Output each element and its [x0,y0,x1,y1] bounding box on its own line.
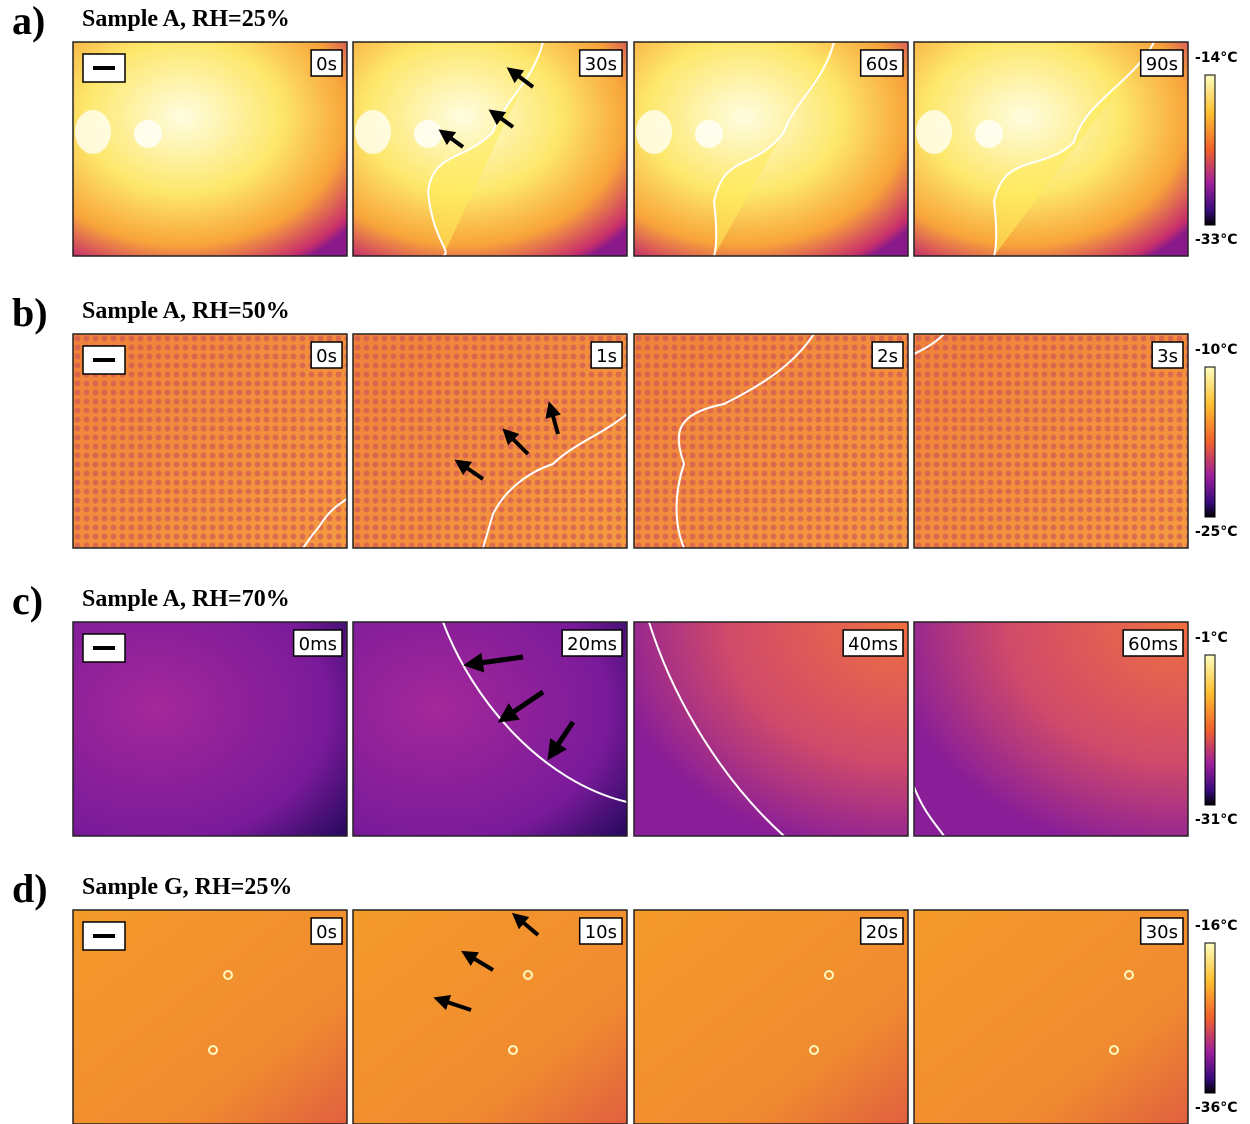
time-label: 20s [866,922,898,943]
hot-spot [75,110,111,154]
image-panel: 20s [634,910,908,1124]
time-label: 0s [316,346,337,367]
time-label: 30s [1146,922,1178,943]
time-label: 60s [866,54,898,75]
panel-label: c) [12,578,43,623]
colorbar-max: -16°C [1195,918,1238,934]
panel-label: a) [12,0,45,43]
colorbar-min: -36°C [1195,1100,1238,1116]
image-panel: 60s [634,42,908,256]
row-title: Sample A, RH=25% [82,6,290,32]
image-panel: 0s [73,910,347,1124]
time-label: 2s [877,346,898,367]
colorbar [1205,367,1215,517]
time-label: 20ms [567,634,617,655]
time-label: 3s [1157,346,1178,367]
time-label: 30s [585,54,617,75]
row-title: Sample G, RH=25% [82,874,292,900]
image-panel: 60ms [914,622,1188,836]
image-panel: 10s [353,910,627,1124]
colorbar [1205,943,1215,1093]
droplet-texture [634,334,908,548]
time-label: 1s [596,346,617,367]
panel-label: d) [12,866,48,911]
time-label: 10s [585,922,617,943]
image-panel: 40ms [634,622,908,836]
image-panel: 2s [634,334,908,548]
image-panel: 0s [73,334,347,548]
colorbar-min: -25°C [1195,524,1238,540]
colorbar-max: -1°C [1195,630,1228,646]
time-label: 90s [1146,54,1178,75]
time-label: 60ms [1128,634,1178,655]
image-panel: 0ms [73,622,347,836]
image-panel: 30s [914,910,1188,1124]
time-label: 0s [316,54,337,75]
row-title: Sample A, RH=50% [82,298,290,324]
droplet-texture [914,334,1188,548]
time-label: 0ms [299,634,337,655]
row-title: Sample A, RH=70% [82,586,290,612]
colorbar [1205,655,1215,805]
hot-spot [695,120,723,148]
time-label: 0s [316,922,337,943]
colorbar [1205,75,1215,225]
hot-spot [636,110,672,154]
colorbar-max: -10°C [1195,342,1238,358]
image-panel: 20ms [353,622,627,836]
hot-spot [916,110,952,154]
image-panel: 30s [353,42,627,256]
image-panel: 1s [353,334,627,548]
hot-spot [975,120,1003,148]
colorbar-min: -33°C [1195,232,1238,248]
time-label: 40ms [848,634,898,655]
hot-spot [355,110,391,154]
colorbar-max: -14°C [1195,50,1238,66]
hot-spot [414,120,442,148]
image-panel: 90s [914,42,1188,256]
figure: a) Sample A, RH=25% 0s 30s 60s 90s -14°C -33°C b… [0,0,1250,1124]
hot-spot [134,120,162,148]
colorbar-min: -31°C [1195,812,1238,828]
panel-label: b) [12,290,48,335]
image-panel: 3s [914,334,1188,548]
